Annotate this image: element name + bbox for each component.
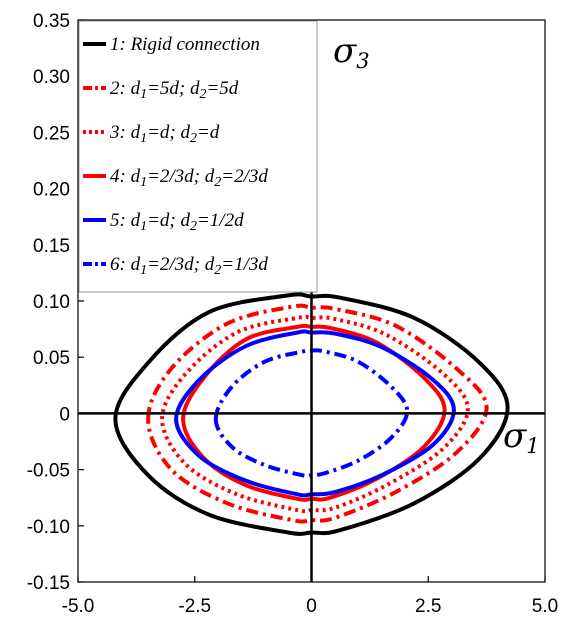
y-tick-label: 0.20 [33, 180, 70, 201]
series-line-2 [146, 303, 489, 524]
series-line-3 [160, 314, 470, 514]
y-tick-label: 0.30 [33, 67, 70, 88]
legend-label-5: 5: d1=d; d2=1/2d [110, 210, 244, 234]
series-line-4 [181, 323, 447, 502]
y-tick-label: -0.10 [27, 517, 70, 538]
legend-label-1: 1: Rigid connection [110, 34, 260, 55]
x-tick-label: 0 [306, 596, 317, 617]
x-axis-name: σ1 [503, 416, 540, 458]
y-tick-label: 0.05 [33, 348, 70, 369]
legend-label-6: 6: d1=2/3d; d2=1/3d [110, 254, 268, 278]
x-tick-label: 2.5 [415, 596, 441, 617]
y-tick-label: -0.05 [27, 461, 70, 482]
x-tick-label: 5.0 [532, 596, 558, 617]
y-tick-label: 0.25 [33, 123, 70, 144]
y-axis-name: σ3 [333, 31, 370, 73]
y-tick-label: -0.15 [27, 573, 70, 594]
legend: 1: Rigid connection 2: d1=5d; d2=5d 3: d1=… [78, 20, 318, 293]
plot-area [113, 292, 510, 536]
y-tick-label: 0.15 [33, 236, 70, 257]
x-tick-label: -5.0 [62, 596, 95, 617]
legend-label-2: 2: d1=5d; d2=5d [110, 78, 239, 102]
legend-label-4: 4: d1=2/3d; d2=2/3d [110, 166, 268, 190]
y-tick-label: 0 [59, 404, 70, 425]
tick-labels: -5.0 -2.5 0 2.5 5.0 -0.15 -0.10 -0.05 0 0.05 0.10 0… [27, 11, 559, 617]
legend-label-3: 3: d1=d; d2=d [109, 122, 220, 146]
series-line-1 [113, 292, 510, 536]
y-tick-label: 0.35 [33, 11, 70, 32]
series-line-5 [174, 329, 456, 498]
series-line-6 [213, 348, 410, 479]
legend-box [78, 20, 318, 293]
axis-names: σ3 σ1 [333, 31, 540, 458]
x-tick-label: -2.5 [178, 596, 211, 617]
y-tick-label: 0.10 [33, 292, 70, 313]
